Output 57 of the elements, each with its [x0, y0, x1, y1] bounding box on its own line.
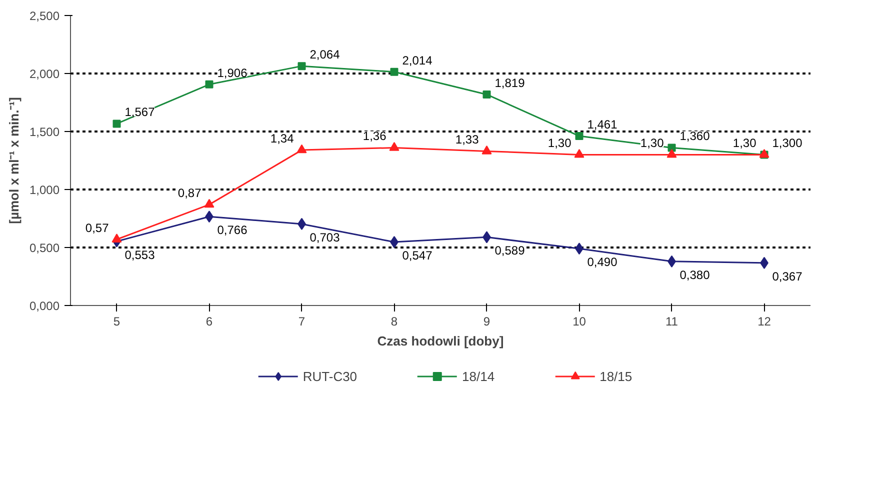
point: [296, 144, 307, 154]
data-label: 1,33: [455, 132, 480, 147]
data-label: 2,064: [310, 48, 340, 62]
legend-label: 18/15: [600, 368, 632, 384]
x-tick-label: 11: [666, 314, 678, 328]
legend-label: RUT-C30: [302, 368, 358, 384]
y-tick-label: 1,000: [29, 183, 60, 197]
point: [668, 144, 676, 152]
data-label: 1,461: [587, 118, 618, 132]
y-tick-label: 2,500: [29, 9, 60, 23]
point: [205, 80, 214, 88]
data-label: 0,87: [178, 186, 202, 200]
data-label: 1,34: [270, 132, 294, 146]
point: [112, 234, 122, 242]
y-tick-label: 0,000: [29, 299, 60, 313]
data-label: 1,819: [494, 76, 526, 90]
data-label: 1,30: [732, 136, 757, 150]
y-tick-label: 2,000: [29, 67, 60, 81]
data-label: 0,547: [402, 248, 433, 263]
point: [390, 68, 398, 76]
x-tick-label: 12: [758, 314, 772, 328]
point: [575, 132, 584, 140]
point: [482, 90, 491, 98]
data-label: 0,703: [310, 230, 340, 244]
data-label: 0,367: [772, 269, 803, 284]
x-tick-label: 10: [572, 314, 586, 328]
data-label: 1,300: [772, 136, 803, 150]
x-axis-title: Czas hodowli [doby]: [377, 334, 504, 348]
y-axis-title: [µmol x ml⁻¹ x min.⁻¹]: [6, 97, 22, 224]
data-label: 2,014: [402, 53, 433, 68]
point: [482, 146, 492, 154]
legend-label: 18/14: [462, 368, 495, 384]
y-tick-label: 1,500: [29, 125, 60, 139]
point: [666, 149, 677, 158]
point: [112, 120, 121, 128]
data-label: 0,380: [680, 268, 710, 282]
data-label: 0,490: [587, 255, 618, 270]
data-label: 0,766: [217, 223, 248, 238]
data-label: 1,30: [640, 136, 664, 150]
point: [574, 149, 584, 158]
data-label: 1,360: [680, 129, 710, 144]
data-label: 1,567: [124, 105, 156, 120]
data-label: 1,36: [362, 129, 387, 144]
x-tick-label: 7: [298, 314, 306, 328]
data-label: 0,553: [124, 248, 156, 262]
x-tick-label: 9: [483, 314, 490, 328]
x-tick-label: 6: [206, 314, 213, 328]
point: [204, 198, 214, 208]
x-tick-label: 5: [113, 314, 120, 328]
y-tick-label: 0,500: [29, 241, 60, 255]
data-label: 0,57: [85, 220, 110, 235]
point: [389, 142, 400, 151]
data-label: 1,906: [217, 66, 248, 80]
x-tick-label: 8: [390, 314, 398, 328]
data-label: 0,589: [494, 244, 526, 258]
data-label: 1,30: [548, 136, 572, 150]
point: [298, 62, 306, 70]
